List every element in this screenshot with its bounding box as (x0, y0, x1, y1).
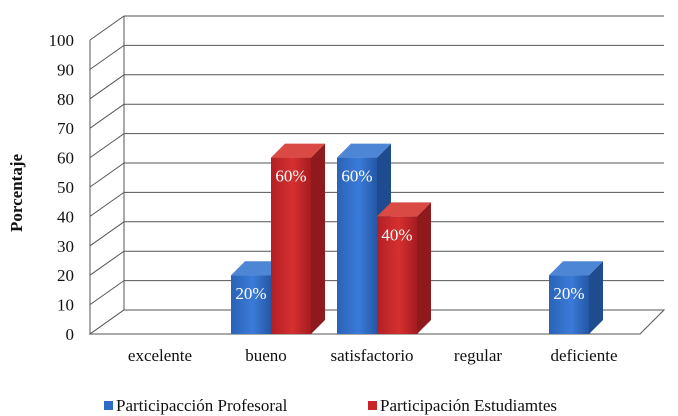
bar-side (417, 202, 431, 334)
bar-side (311, 143, 325, 334)
gridline-diagonal (89, 221, 125, 247)
bar-front (337, 157, 377, 334)
gridline-diagonal (89, 44, 125, 70)
bar-front (377, 216, 417, 334)
legend-swatch (368, 401, 377, 410)
data-label: 60% (275, 167, 306, 186)
y-tick-label: 20 (57, 266, 74, 285)
y-axis-ticks: 0 10 20 30 40 50 60 70 80 90 100 (49, 31, 75, 344)
legend-item: Participación Estudiamtes (368, 396, 557, 415)
bar-side (589, 261, 603, 334)
y-tick-label: 10 (57, 296, 74, 315)
bar-estudiantes-satisfactorio (377, 202, 431, 334)
y-tick-label: 90 (57, 60, 74, 79)
gridline-diagonal (89, 103, 125, 129)
data-label: 40% (381, 225, 412, 244)
y-tick-label: 0 (66, 325, 75, 344)
y-tick-label: 60 (57, 149, 74, 168)
gridline-diagonal (89, 162, 125, 188)
bar-front (549, 275, 589, 334)
x-category-label: regular (454, 346, 502, 365)
y-tick-label: 40 (57, 207, 74, 226)
bar-top (271, 143, 325, 158)
gridline-diagonal (89, 15, 125, 41)
data-label: 60% (341, 167, 372, 186)
x-category-label: bueno (245, 346, 287, 365)
y-tick-label: 50 (57, 178, 74, 197)
y-tick-label: 30 (57, 237, 74, 256)
bar-top (549, 261, 603, 276)
gridline-diagonal (89, 191, 125, 217)
legend-swatch (104, 401, 113, 410)
x-category-label: satisfactorio (330, 346, 413, 365)
bar-estudiantes-bueno (271, 143, 325, 334)
legend-label: Participacción Profesoral (116, 396, 288, 415)
x-category-label: excelente (128, 346, 192, 365)
gridline-diagonal (89, 74, 125, 100)
bar-top (377, 202, 431, 217)
bar-profesoral-deficiente (549, 261, 603, 334)
legend-label: Participación Estudiamtes (380, 396, 557, 415)
bars (231, 143, 603, 334)
bar-front (231, 275, 271, 334)
gridline-diagonal (89, 133, 125, 159)
data-label: 20% (235, 284, 266, 303)
legend: Participacción Profesoral Participación E… (104, 396, 557, 415)
legend-item: Participacción Profesoral (104, 396, 288, 415)
x-axis-categories: excelente bueno satisfactorio regular defici… (128, 346, 618, 365)
gridline-diagonal (89, 280, 125, 306)
bar-front (271, 157, 311, 334)
y-axis-label: Porcentaje (7, 154, 26, 232)
x-category-label: deficiente (550, 346, 617, 365)
y-tick-label: 70 (57, 119, 74, 138)
y-tick-label: 100 (49, 31, 75, 50)
bar-top (337, 143, 391, 158)
gridline-diagonal (89, 250, 125, 276)
y-tick-label: 80 (57, 90, 74, 109)
data-labels: 20% 60% 60% 40% 20% (235, 167, 584, 304)
data-label: 20% (553, 284, 584, 303)
